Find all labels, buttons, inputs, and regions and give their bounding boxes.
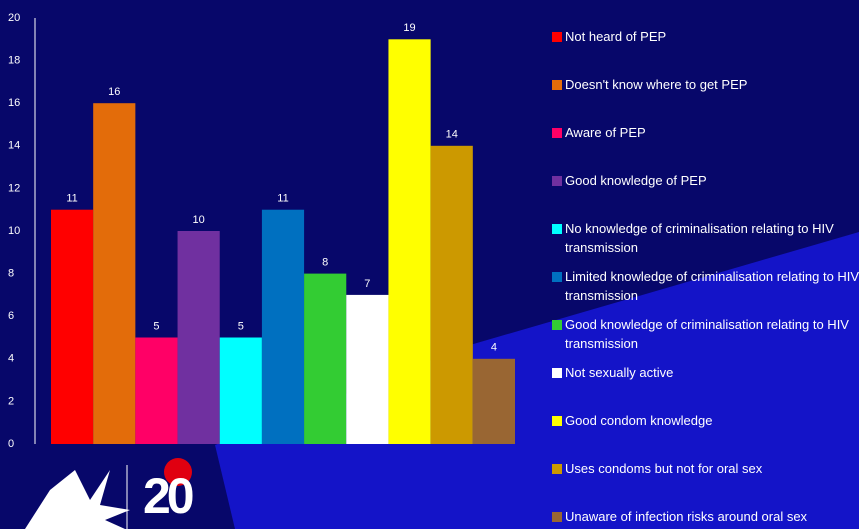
bar <box>262 210 304 444</box>
legend-label: Unaware of infection risks around oral s… <box>565 509 807 524</box>
legend-entry: Doesn't know where to get PEP <box>552 75 859 94</box>
legend-swatch <box>552 80 562 90</box>
legend-label: Good knowledge of criminalisation relati… <box>565 317 849 351</box>
value-label: 4 <box>491 342 497 354</box>
legend-label: No knowledge of criminalisation relating… <box>565 221 834 255</box>
legend-swatch <box>552 224 562 234</box>
legend-swatch <box>552 464 562 474</box>
legend-label: Good knowledge of PEP <box>565 173 707 188</box>
legend-swatch <box>552 32 562 42</box>
legend-entry: Not sexually active <box>552 363 859 382</box>
bar <box>178 231 220 444</box>
logo-text: 20 <box>143 468 193 524</box>
y-tick-label: 8 <box>8 268 14 280</box>
legend-swatch <box>552 512 562 522</box>
legend-label: Uses condoms but not for oral sex <box>565 461 762 476</box>
value-label: 19 <box>403 22 415 34</box>
y-tick-label: 18 <box>8 55 20 67</box>
legend-swatch <box>552 416 562 426</box>
y-tick-label: 20 <box>8 12 20 24</box>
legend-label: Not heard of PEP <box>565 29 666 44</box>
bar <box>388 39 430 444</box>
bar <box>135 338 177 445</box>
legend-swatch <box>552 272 562 282</box>
y-tick-label: 2 <box>8 395 14 407</box>
value-label: 8 <box>322 257 328 269</box>
legend-entry: Uses condoms but not for oral sex <box>552 459 859 478</box>
legend-swatch <box>552 176 562 186</box>
bar <box>473 359 515 444</box>
legend-entry: Good knowledge of PEP <box>552 171 859 190</box>
bar <box>51 210 93 444</box>
legend-entry: Unaware of infection risks around oral s… <box>552 507 859 526</box>
legend-label: Aware of PEP <box>565 125 646 140</box>
legend-entry: Aware of PEP <box>552 123 859 142</box>
legend-entry: Not heard of PEP <box>552 27 859 46</box>
legend-entry: Good condom knowledge <box>552 411 859 430</box>
logo-star <box>25 470 130 529</box>
value-label: 11 <box>277 193 288 205</box>
y-tick-label: 10 <box>8 225 20 237</box>
bar <box>346 295 388 444</box>
y-tick-label: 0 <box>8 438 14 450</box>
value-label: 5 <box>153 320 159 332</box>
y-tick-label: 16 <box>8 97 20 109</box>
legend-swatch <box>552 128 562 138</box>
legend-label: Not sexually active <box>565 365 673 380</box>
legend-label: Limited knowledge of criminalisation rel… <box>565 269 859 303</box>
legend-entry: Good knowledge of criminalisation relati… <box>552 315 859 353</box>
value-label: 11 <box>66 193 77 205</box>
legend-label: Good condom knowledge <box>565 413 712 428</box>
legend-entry: No knowledge of criminalisation relating… <box>552 219 859 257</box>
bar <box>431 146 473 444</box>
value-label: 5 <box>238 320 244 332</box>
legend-entry: Limited knowledge of criminalisation rel… <box>552 267 859 305</box>
bar <box>304 274 346 444</box>
value-label: 16 <box>108 86 120 98</box>
bar <box>93 103 135 444</box>
legend-swatch <box>552 320 562 330</box>
y-tick-label: 6 <box>8 310 14 322</box>
legend-label: Doesn't know where to get PEP <box>565 77 747 92</box>
legend-swatch <box>552 368 562 378</box>
y-tick-label: 14 <box>8 140 20 152</box>
value-label: 10 <box>193 214 205 226</box>
page: 20 0 2 4 6 8 10 12 14 16 18 20 11 16 5 10 5 11 8 7 19 14 4 No… <box>0 0 859 529</box>
bar <box>220 338 262 445</box>
y-tick-label: 12 <box>8 182 20 194</box>
value-label: 7 <box>364 278 370 290</box>
value-label: 14 <box>446 129 458 141</box>
y-tick-label: 4 <box>8 353 14 365</box>
